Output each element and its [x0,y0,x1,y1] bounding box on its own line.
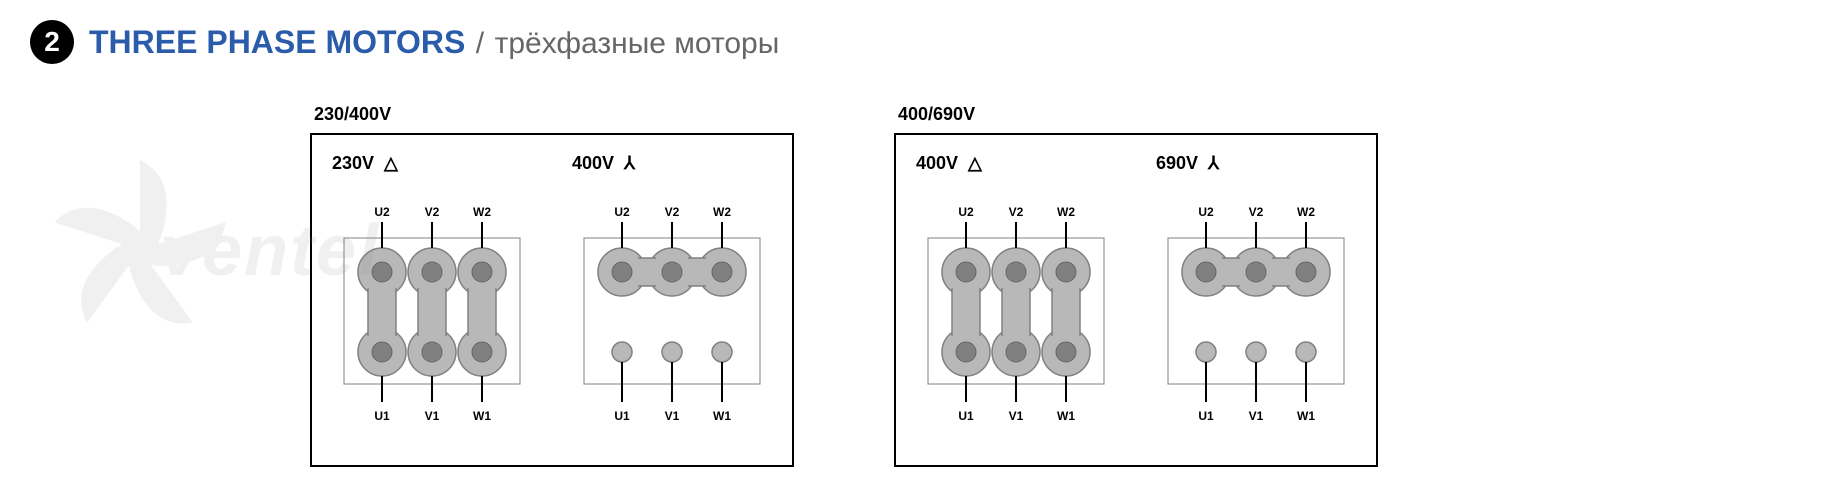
diagram-container: 230/400V 230V △ U2 U1 V2 V1 W2 W1 400V ⅄ U2 U1 V2 V1 W2… [0,84,1840,467]
title-english: THREE PHASE MOTORS [89,24,465,60]
connection-voltage: 690V [1156,153,1198,174]
connection-voltage: 400V [916,153,958,174]
svg-text:V2: V2 [425,205,440,219]
svg-text:V1: V1 [425,409,440,423]
delta-icon: △ [968,153,982,174]
group-box: 230V △ U2 U1 V2 V1 W2 W1 400V ⅄ U2 U1 V2 V1 W2 W1 [310,133,794,467]
connection-diagram: 400V △ U2 U1 V2 V1 W2 W1 [916,153,1116,447]
svg-text:U2: U2 [1198,205,1214,219]
svg-text:V1: V1 [665,409,680,423]
connection-diagram: 230V △ U2 U1 V2 V1 W2 W1 [332,153,532,447]
star-icon: ⅄ [1208,153,1219,174]
group-voltage-label: 400/690V [898,104,1378,125]
group-box: 400V △ U2 U1 V2 V1 W2 W1 690V ⅄ U2 U1 V2 V1 W2 W1 [894,133,1378,467]
svg-text:W2: W2 [1297,205,1315,219]
section-number: 2 [44,26,60,58]
terminal-diagram: U2 U1 V2 V1 W2 W1 [1156,182,1356,447]
svg-text:V2: V2 [1249,205,1264,219]
connection-title: 230V △ [332,153,398,174]
terminal-diagram: U2 U1 V2 V1 W2 W1 [572,182,772,447]
svg-text:W1: W1 [1057,409,1075,423]
svg-text:U1: U1 [1198,409,1214,423]
delta-icon: △ [384,153,398,174]
svg-text:W2: W2 [473,205,491,219]
terminal-diagram: U2 U1 V2 V1 W2 W1 [916,182,1116,447]
svg-text:U1: U1 [958,409,974,423]
page-header: 2 THREE PHASE MOTORS / трёхфазные моторы [0,0,1840,84]
svg-text:U1: U1 [374,409,390,423]
svg-text:U2: U2 [374,205,390,219]
connection-title: 400V △ [916,153,982,174]
svg-text:U2: U2 [614,205,630,219]
connection-voltage: 230V [332,153,374,174]
svg-text:W1: W1 [473,409,491,423]
svg-text:W2: W2 [713,205,731,219]
voltage-group: 230/400V 230V △ U2 U1 V2 V1 W2 W1 400V ⅄ U2 U1 V2 V1 W2… [310,104,794,467]
connection-title: 400V ⅄ [572,153,635,174]
page-title: THREE PHASE MOTORS / трёхфазные моторы [89,24,779,61]
connection-voltage: 400V [572,153,614,174]
voltage-group: 400/690V 400V △ U2 U1 V2 V1 W2 W1 690V ⅄ U2 U1 V2 V1 W2… [894,104,1378,467]
svg-text:U1: U1 [614,409,630,423]
title-russian: трёхфазные моторы [495,27,780,60]
terminal-diagram: U2 U1 V2 V1 W2 W1 [332,182,532,447]
connection-title: 690V ⅄ [1156,153,1219,174]
svg-text:V1: V1 [1009,409,1024,423]
star-icon: ⅄ [624,153,635,174]
svg-text:V1: V1 [1249,409,1264,423]
svg-text:U2: U2 [958,205,974,219]
svg-text:V2: V2 [665,205,680,219]
section-number-badge: 2 [30,20,74,64]
title-separator: / [476,27,484,60]
group-voltage-label: 230/400V [314,104,794,125]
svg-text:W2: W2 [1057,205,1075,219]
connection-diagram: 690V ⅄ U2 U1 V2 V1 W2 W1 [1156,153,1356,447]
svg-text:W1: W1 [1297,409,1315,423]
svg-text:W1: W1 [713,409,731,423]
connection-diagram: 400V ⅄ U2 U1 V2 V1 W2 W1 [572,153,772,447]
svg-text:V2: V2 [1009,205,1024,219]
